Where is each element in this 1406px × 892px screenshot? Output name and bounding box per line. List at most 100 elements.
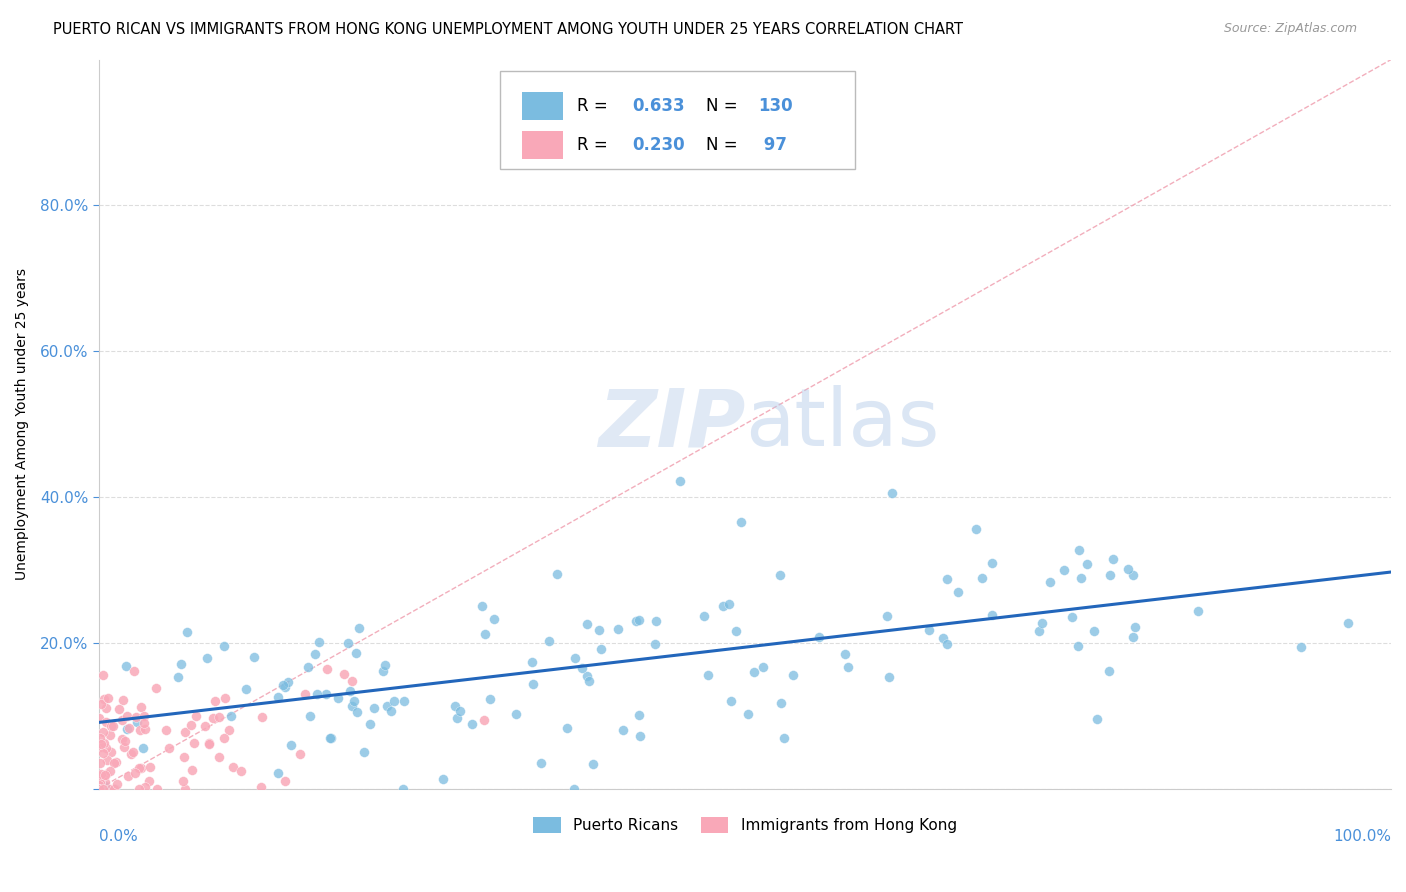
Point bbox=[319, 731, 342, 745]
Point bbox=[108, 702, 131, 716]
Point bbox=[174, 724, 197, 739]
Point bbox=[479, 692, 502, 706]
Point bbox=[221, 709, 243, 723]
Point bbox=[145, 681, 167, 696]
Point bbox=[644, 637, 666, 651]
Point bbox=[571, 661, 593, 675]
Point bbox=[555, 721, 578, 735]
Text: R =: R = bbox=[576, 136, 607, 154]
Point bbox=[105, 755, 128, 769]
Point bbox=[628, 729, 651, 743]
Point bbox=[645, 614, 668, 628]
Point bbox=[101, 719, 124, 733]
Text: 0.0%: 0.0% bbox=[98, 829, 138, 844]
Point bbox=[770, 696, 793, 710]
Point bbox=[173, 774, 195, 789]
Point bbox=[612, 723, 634, 737]
FancyBboxPatch shape bbox=[499, 70, 855, 169]
Point bbox=[183, 736, 205, 750]
Point bbox=[96, 740, 118, 755]
Point bbox=[207, 749, 229, 764]
Point bbox=[446, 711, 468, 725]
Point bbox=[472, 713, 495, 727]
Point bbox=[114, 734, 136, 748]
Text: N =: N = bbox=[706, 97, 738, 115]
Point bbox=[89, 711, 111, 725]
Point bbox=[382, 694, 405, 708]
Point bbox=[522, 677, 544, 691]
Point bbox=[936, 637, 959, 651]
Point bbox=[546, 567, 568, 582]
Point bbox=[1028, 624, 1050, 638]
Point bbox=[482, 611, 505, 625]
Point bbox=[176, 625, 198, 640]
Point bbox=[115, 708, 138, 723]
Bar bbox=[522, 131, 562, 159]
Point bbox=[918, 623, 941, 637]
Point bbox=[181, 763, 204, 777]
Point bbox=[235, 681, 257, 696]
Point bbox=[197, 736, 219, 750]
Point bbox=[1067, 640, 1090, 654]
Point bbox=[167, 670, 190, 684]
Text: 0.230: 0.230 bbox=[633, 136, 685, 154]
Point bbox=[214, 690, 236, 705]
Point bbox=[89, 775, 111, 789]
Point bbox=[129, 761, 152, 775]
Point bbox=[249, 780, 271, 794]
Point bbox=[304, 647, 326, 661]
Point bbox=[1085, 712, 1108, 726]
Point bbox=[89, 756, 111, 770]
Text: R =: R = bbox=[576, 97, 607, 115]
Point bbox=[1122, 630, 1144, 644]
Point bbox=[772, 731, 794, 746]
Point bbox=[1337, 616, 1360, 631]
Point bbox=[212, 731, 235, 746]
Point bbox=[782, 668, 804, 682]
Point bbox=[173, 781, 195, 796]
Point bbox=[122, 664, 145, 678]
Point bbox=[297, 659, 319, 673]
Point bbox=[1099, 568, 1122, 582]
Point bbox=[333, 667, 356, 681]
Point bbox=[194, 719, 217, 733]
Point bbox=[90, 737, 112, 751]
Point bbox=[349, 621, 371, 635]
Point bbox=[461, 717, 484, 731]
Point bbox=[90, 697, 112, 711]
Point bbox=[1083, 624, 1105, 639]
Point bbox=[1187, 604, 1209, 618]
Point bbox=[132, 740, 155, 755]
Point bbox=[117, 768, 139, 782]
Point bbox=[363, 700, 385, 714]
Point bbox=[562, 781, 585, 796]
Point bbox=[1123, 620, 1146, 634]
Point bbox=[104, 781, 127, 796]
Point bbox=[575, 616, 598, 631]
Point bbox=[981, 607, 1004, 622]
Point bbox=[737, 706, 759, 721]
Bar bbox=[522, 93, 562, 120]
Point bbox=[444, 698, 467, 713]
Point bbox=[127, 715, 149, 730]
Point bbox=[201, 711, 224, 725]
Point bbox=[212, 640, 235, 654]
Point bbox=[346, 706, 368, 720]
Point bbox=[87, 769, 110, 783]
Point bbox=[725, 624, 748, 638]
Point bbox=[946, 584, 969, 599]
Point bbox=[112, 693, 135, 707]
Point bbox=[218, 723, 240, 737]
Point bbox=[717, 597, 740, 611]
Point bbox=[1098, 665, 1121, 679]
Point bbox=[520, 655, 543, 669]
Point bbox=[208, 710, 231, 724]
Point bbox=[89, 774, 111, 789]
Point bbox=[294, 687, 316, 701]
Point bbox=[1031, 616, 1053, 631]
Point bbox=[391, 781, 413, 796]
Point bbox=[277, 675, 299, 690]
Point bbox=[696, 667, 718, 681]
Point bbox=[91, 746, 114, 760]
Point bbox=[128, 781, 150, 796]
